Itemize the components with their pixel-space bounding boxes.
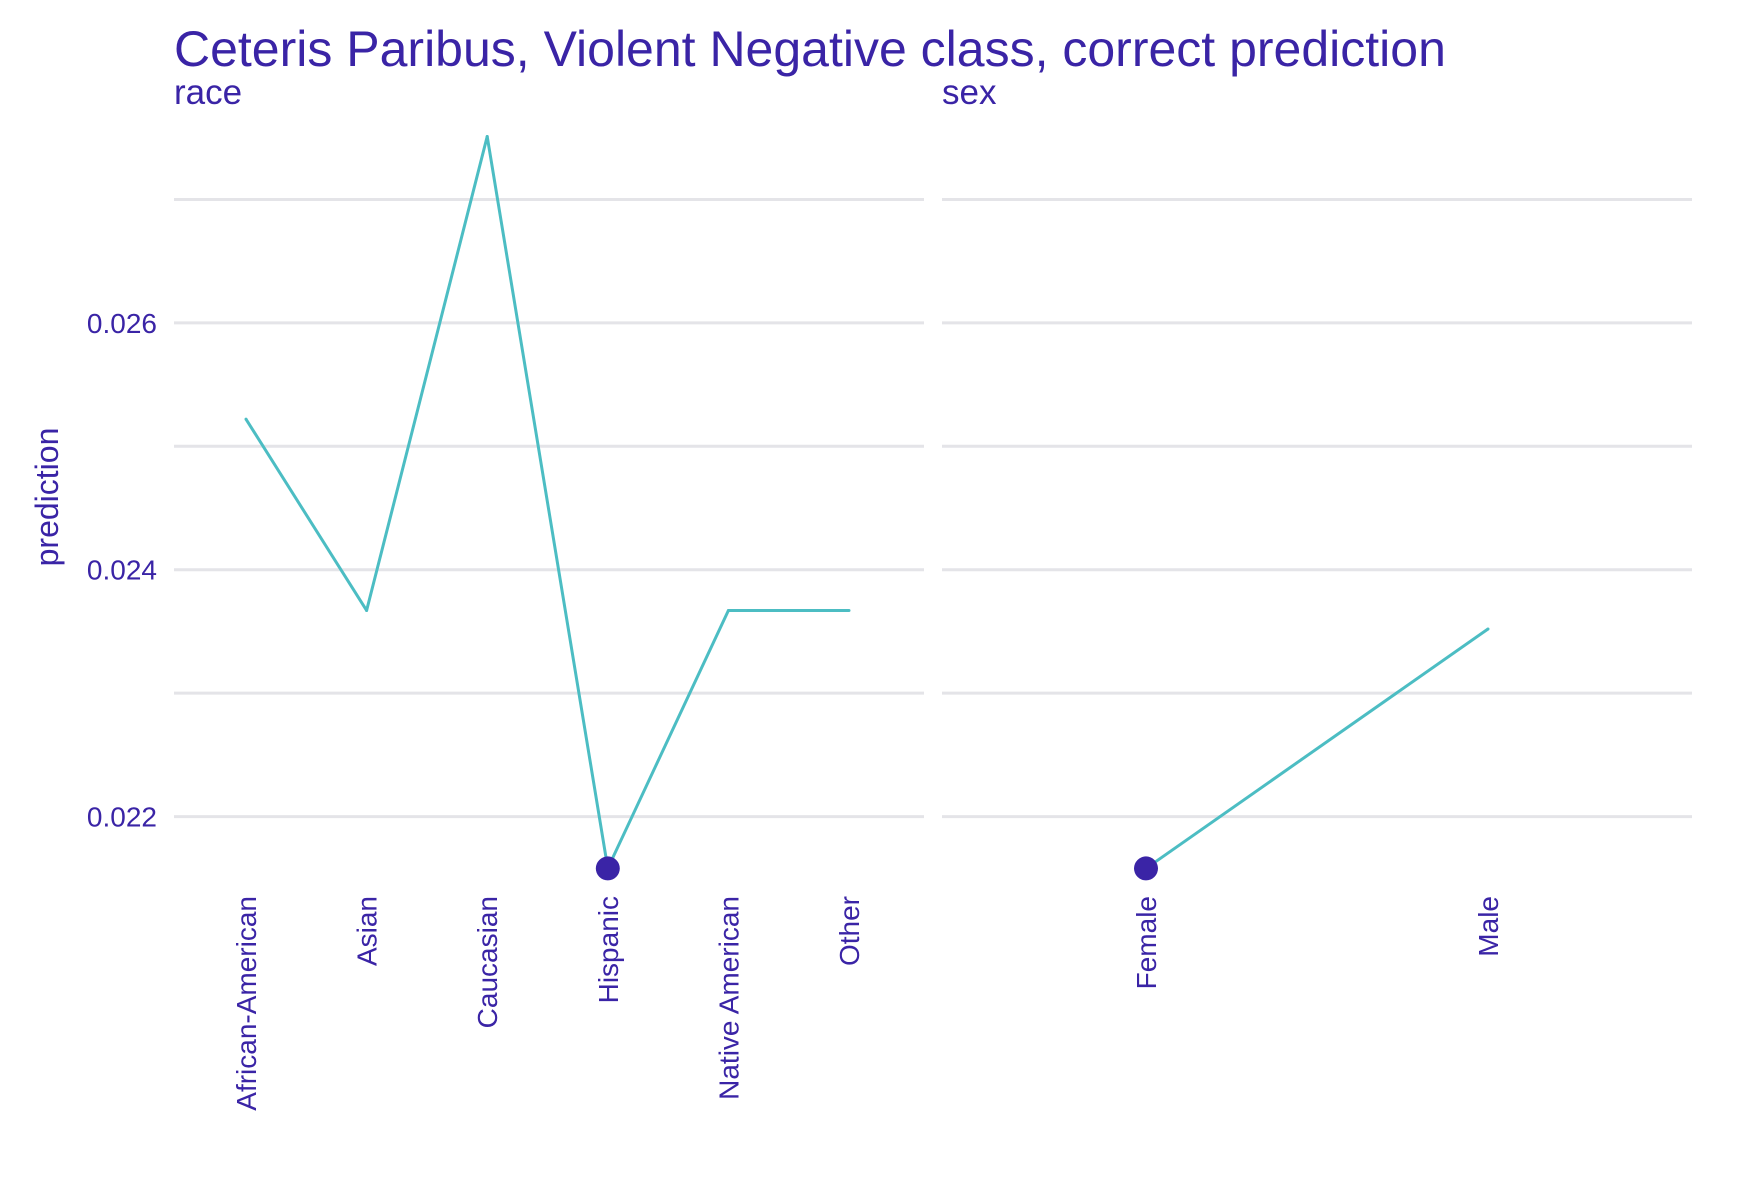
gridlines [174,197,1692,819]
panel-race: race African-American Asian Caucasian Hispan… [174,73,865,1111]
data-point-race [485,135,489,139]
data-point-race [847,608,851,612]
series-line-sex [1145,627,1489,870]
data-point-race [244,417,248,421]
y-tick-label: 0.022 [87,802,157,833]
panel-sex: sex Female Male [942,73,1504,989]
chart-title: Ceteris Paribus, Violent Negative class,… [174,21,1446,77]
data-point-race [365,608,369,612]
x-tick-label-race: Caucasian [472,896,503,1028]
observed-point-sex [1134,856,1158,881]
chart-panels: race African-American Asian Caucasian Hispan… [174,73,1504,1111]
y-tick-label: 0.026 [87,308,157,339]
x-tick-label-race: Other [834,896,865,966]
series-line-race [244,135,849,870]
x-tick-label-race: African-American [231,896,262,1111]
data-point-race [726,608,730,612]
y-axis-ticks: 0.022 0.024 0.026 [87,308,157,833]
panel-title-race: race [174,73,242,112]
x-tick-label-race: Asian [352,896,383,966]
observed-point-race [595,856,620,881]
x-tick-label-sex: Female [1131,896,1162,989]
y-axis-title: prediction [29,428,65,567]
x-tick-label-race: Hispanic [593,896,624,1003]
panel-title-sex: sex [942,73,997,112]
data-point-sex [1486,627,1490,631]
y-tick-label: 0.024 [87,555,157,586]
x-tick-label-sex: Male [1473,896,1504,957]
x-tick-label-race: Native American [713,896,744,1100]
